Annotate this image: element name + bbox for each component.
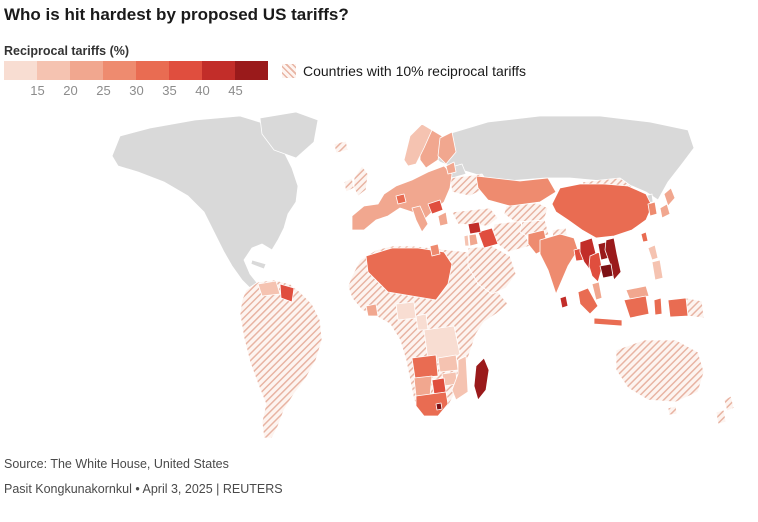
country-south-africa [415,391,449,417]
country-syria [467,221,482,235]
country-indonesia-papua [667,297,689,318]
region-algeria-libya [365,247,453,301]
country-new-zealand-south [715,409,727,425]
country-sri-lanka [559,295,569,309]
legend-title: Reciprocal tariffs (%) [4,44,130,58]
color-ramp [4,61,268,80]
region-baltics [445,161,457,175]
country-vietnam [604,237,622,281]
country-united-kingdom [353,165,369,197]
legend-tick: 45 [228,83,243,98]
country-japan-south [659,203,671,219]
country-mozambique [451,355,469,401]
country-cambodia [599,263,614,279]
legend-swatch-4 [103,61,136,80]
country-namibia [413,375,433,397]
country-norway [403,123,433,167]
country-philippines-north [647,244,659,261]
region-arabian-peninsula [467,245,517,295]
legend-ticks: 15 20 25 30 35 40 45 [4,83,301,98]
country-nigeria [395,301,417,321]
legend-tick: 40 [195,83,210,98]
country-cuba [250,259,267,270]
country-finland [437,131,457,165]
country-iraq [477,227,499,249]
country-cameroon [415,313,429,331]
legend-swatch-7 [202,61,235,80]
country-indonesia-sulawesi [653,297,663,316]
country-iceland [333,140,349,154]
chart-title: Who is hit hardest by proposed US tariff… [4,5,349,24]
country-lesotho [435,402,443,411]
country-indonesia-java [593,317,623,327]
country-angola [411,354,439,379]
country-taiwan [640,231,649,243]
country-china [551,183,653,239]
legend-tick: 15 [30,83,45,98]
region-south-america [239,279,323,439]
country-greece [437,211,449,227]
legend-swatch-5 [136,61,169,80]
country-tunisia [429,243,441,257]
country-madagascar [473,357,490,401]
country-indonesia-kalimantan [623,295,650,319]
country-greenland [259,111,319,159]
legend-tick: 25 [96,83,111,98]
country-switzerland [395,193,407,205]
legend-swatch-1 [4,61,37,80]
country-cote-divoire [365,303,379,317]
country-japan-north [663,187,676,207]
country-zambia [437,354,459,373]
country-south-korea [647,201,658,217]
country-israel [463,234,470,247]
legend-tick: 35 [162,83,177,98]
country-guyana-suriname [279,283,295,303]
country-malaysia-peninsula [591,281,603,301]
country-new-zealand-north [723,395,735,412]
region-balkans [427,199,444,215]
hatch-swatch-icon [282,64,296,78]
world-map [111,111,735,439]
country-turkey [451,207,499,227]
source-line: Source: The White House, United States [4,457,229,471]
legend-swatch-6 [169,61,202,80]
footer: Source: The White House, United States P… [4,452,283,502]
legend-swatch-3 [70,61,103,80]
country-venezuela [257,280,281,297]
country-philippines-south [651,259,664,281]
legend-tick: 20 [63,83,78,98]
legend-swatch-2 [37,61,70,80]
country-ireland [343,177,355,193]
country-australia [615,339,705,403]
country-jordan [468,233,479,247]
country-kazakhstan [475,175,557,207]
hatch-note-text: Countries with 10% reciprocal tariffs [303,63,527,79]
country-botswana [431,377,447,395]
legend-tick: 30 [129,83,144,98]
country-papua-new-guinea [685,297,705,319]
credit-line: Pasit Kongkunakornkul • April 3, 2025 | … [4,482,283,496]
country-italy [411,205,429,233]
legend-swatch-8 [235,61,268,80]
region-tasmania [667,405,678,416]
hatch-legend: Countries with 10% reciprocal tariffs [282,63,526,79]
country-indonesia-sumatra [577,287,599,315]
country-india [539,233,579,295]
